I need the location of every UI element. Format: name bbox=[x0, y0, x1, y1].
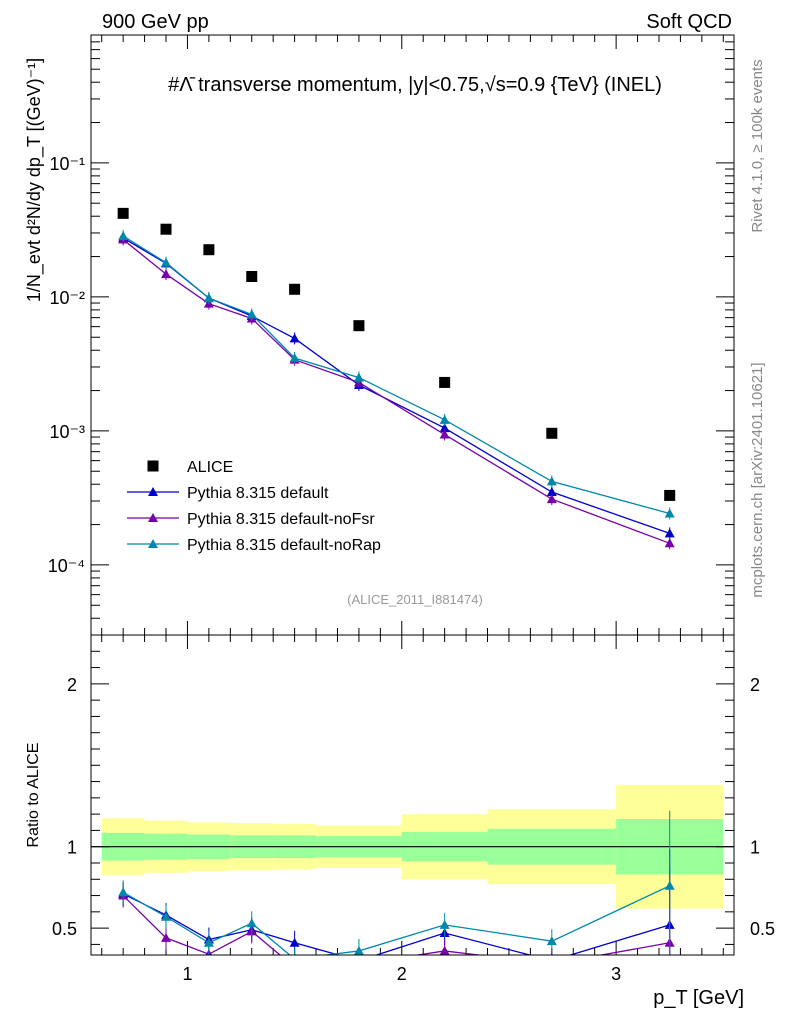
ratio-series-point bbox=[290, 962, 300, 971]
ratio-series-point bbox=[118, 887, 129, 897]
y-tick-label: 10⁻⁴ bbox=[48, 556, 85, 576]
y-tick-label: 10⁻¹ bbox=[49, 154, 85, 174]
legend: ALICE Pythia 8.315 default Pythia 8.315 de… bbox=[127, 459, 381, 554]
ratio-series-point bbox=[354, 959, 364, 968]
alice-data-point bbox=[664, 489, 676, 501]
alice-data-point bbox=[289, 283, 301, 295]
ratio-frame bbox=[90, 634, 735, 956]
main-series-point bbox=[664, 528, 675, 538]
ratio-series-point bbox=[246, 918, 257, 928]
ratio-series-line bbox=[122, 885, 670, 955]
legend-swatch bbox=[148, 487, 158, 496]
header-left: 900 GeV pp bbox=[102, 11, 209, 33]
main-series-point bbox=[439, 423, 450, 433]
ratio-series-point bbox=[439, 945, 450, 955]
x-tick-label: 1 bbox=[182, 964, 192, 984]
x-axis-label: p_T [GeV] bbox=[653, 987, 744, 1009]
ratio-y-tick-label-right: 0.5 bbox=[750, 919, 775, 939]
ratio-y-label: Ratio to ALICE bbox=[25, 743, 42, 848]
y-tick-label: 10⁻² bbox=[49, 288, 85, 308]
ratio-series-point bbox=[203, 937, 214, 947]
main-series-point bbox=[289, 352, 300, 362]
legend-swatch-alice bbox=[147, 460, 159, 472]
ratio-series-point bbox=[547, 959, 557, 968]
alice-data-point bbox=[246, 270, 258, 282]
main-series-point bbox=[664, 538, 675, 548]
ratio-series-line bbox=[122, 893, 670, 955]
y-tick-label: 10⁻³ bbox=[49, 422, 85, 442]
ratio-series-point bbox=[289, 937, 300, 947]
analysis-tag: (ALICE_2011_I881474) bbox=[347, 592, 483, 607]
legend-swatch bbox=[148, 513, 158, 522]
main-series-point bbox=[118, 230, 129, 240]
ratio-y-tick-label: 1 bbox=[67, 838, 77, 858]
header-right: Soft QCD bbox=[646, 11, 732, 33]
main-series-point bbox=[664, 508, 675, 518]
ratio-series-point bbox=[161, 911, 172, 921]
ratio-series-point bbox=[439, 919, 450, 929]
ratio-series-point bbox=[664, 880, 675, 890]
ratio-marks: 1 2 3 0.5 0.5 1 1 2 2 bbox=[52, 35, 775, 984]
alice-data-point bbox=[546, 427, 558, 439]
main-series-point bbox=[546, 494, 557, 504]
main-title: #Λ̄ transverse momentum, |y|<0.75,√s=0.9… bbox=[168, 74, 662, 96]
main-panel: 10⁻¹ 10⁻² 10⁻³ 10⁻⁴ #Λ̄ transverse momentum… bbox=[24, 34, 735, 636]
mcplots-label: mcplots.cern.ch [arXiv:2401.10621] bbox=[749, 362, 766, 597]
x-tick-label: 3 bbox=[611, 964, 621, 984]
ratio-y-tick-label: 0.5 bbox=[52, 919, 77, 939]
legend-label: Pythia 8.315 default-noRap bbox=[187, 537, 381, 554]
alice-data-point bbox=[160, 223, 172, 235]
ratio-series-point bbox=[161, 932, 172, 942]
main-y-label: 1/N_evt d²N/dy dp_T [(GeV)⁻¹] bbox=[24, 58, 45, 302]
main-marks: 10⁻¹ 10⁻² 10⁻³ 10⁻⁴ bbox=[48, 34, 734, 636]
main-series-point bbox=[289, 333, 300, 343]
alice-data-point bbox=[117, 207, 129, 219]
x-tick-label: 2 bbox=[397, 964, 407, 984]
main-series-point bbox=[161, 257, 172, 267]
ratio-y-tick-label-right: 2 bbox=[750, 675, 760, 695]
main-series-point bbox=[203, 293, 214, 303]
ratio-y-tick-label-right: 1 bbox=[750, 838, 760, 858]
legend-swatch bbox=[148, 539, 158, 548]
ratio-series-point bbox=[546, 936, 557, 946]
alice-data-point bbox=[439, 376, 451, 388]
ratio-series-point bbox=[353, 945, 364, 955]
main-series-point bbox=[546, 487, 557, 497]
ratio-series-point bbox=[547, 956, 557, 965]
legend-label: Pythia 8.315 default-noFsr bbox=[187, 511, 375, 528]
ratio-series-point bbox=[354, 956, 364, 965]
ratio-y-tick-label: 2 bbox=[67, 675, 77, 695]
alice-data-point bbox=[203, 244, 215, 256]
main-series-point bbox=[439, 414, 450, 424]
main-series-point bbox=[161, 269, 172, 279]
legend-label: ALICE bbox=[187, 459, 233, 476]
ratio-series-group bbox=[118, 810, 675, 971]
legend-label: Pythia 8.315 default bbox=[187, 485, 329, 502]
ratio-series-line bbox=[122, 895, 670, 955]
main-series-point bbox=[246, 309, 257, 319]
main-series-point bbox=[439, 429, 450, 439]
alice-data-point bbox=[353, 320, 365, 332]
rivet-label: Rivet 4.1.0, ≥ 100k events bbox=[749, 59, 766, 232]
ratio-panel: 1 2 3 0.5 0.5 1 1 2 2 Ratio to ALICE p_T [GeV] bbox=[25, 35, 775, 1009]
main-series-point bbox=[546, 476, 557, 486]
main-series-point bbox=[353, 372, 364, 382]
